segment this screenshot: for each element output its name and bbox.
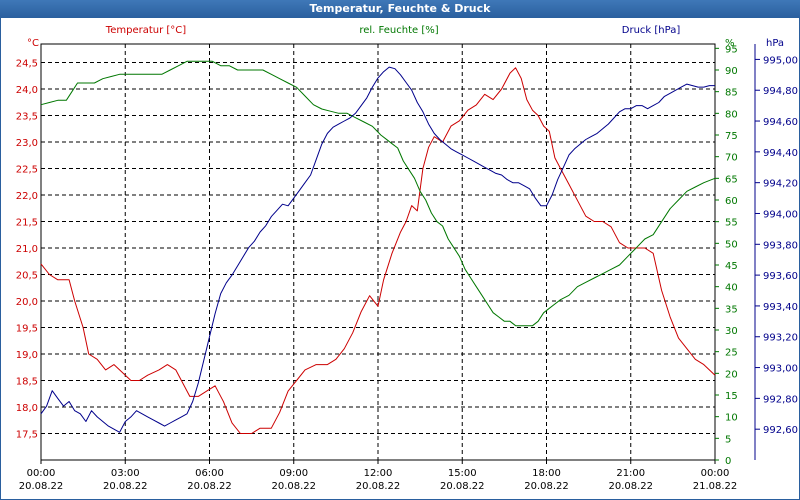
humidity-tick-label: 45	[725, 261, 738, 272]
x-tick-label-date: 20.08.22	[440, 481, 485, 492]
humidity-tick-label: 35	[725, 304, 738, 315]
humidity-tick-label: 5	[725, 434, 731, 445]
x-tick-label-date: 20.08.22	[271, 481, 316, 492]
temperature-tick-label: 22,5	[16, 165, 38, 176]
chart-plot-svg: 00:00 20.08.22 03:00 20.08.22 06:00 20.08.22 0…	[16, 25, 798, 492]
pressure-tick-label: 993,60	[763, 271, 798, 282]
temperature-tick-label: 21,5	[16, 218, 38, 229]
x-tick-label-date: 21.08.22	[693, 481, 738, 492]
window-title: Temperatur, Feuchte & Druck	[0, 0, 800, 18]
humidity-tick-label: 65	[725, 174, 738, 185]
pressure-tick-label: 993,20	[763, 333, 798, 344]
humidity-tick-label: 10	[725, 413, 738, 424]
temperature-tick-label: 21,0	[16, 244, 38, 255]
x-tick-label-time: 21:00	[616, 468, 645, 479]
x-tick-label-date: 20.08.22	[356, 481, 401, 492]
series-lines	[40, 60, 716, 434]
temperature-tick-label: 24,0	[16, 85, 38, 96]
temperature-tick-label: 22,0	[16, 191, 38, 202]
x-tick-label-time: 06:00	[195, 468, 224, 479]
humidity-axis-title: rel. Feuchte [%]	[359, 25, 438, 36]
x-tick-label-time: 09:00	[279, 468, 308, 479]
humidity-tick-label: 15	[725, 391, 738, 402]
humidity-tick-label: 25	[725, 348, 738, 359]
humidity-tick-label: 85	[725, 88, 738, 99]
temperature-unit: °C	[27, 38, 39, 49]
humidity-tick-label: 75	[725, 131, 738, 142]
humidity-unit: %	[725, 38, 735, 49]
x-tick-label-time: 18:00	[532, 468, 561, 479]
x-tick-label-date: 20.08.22	[608, 481, 653, 492]
pressure-tick-label: 995,00	[763, 55, 798, 66]
x-tick-label-date: 20.08.22	[19, 481, 64, 492]
temperature-tick-label: 24,5	[16, 59, 38, 70]
x-tick-label-date: 20.08.22	[187, 481, 232, 492]
pressure-tick-label: 993,00	[763, 364, 798, 375]
humidity-tick-label: 90	[725, 66, 738, 77]
pressure-tick-label: 994,20	[763, 179, 798, 190]
pressure-tick-label: 992,80	[763, 394, 798, 405]
temperature-series-line	[40, 67, 716, 434]
temperature-tick-label: 18,5	[16, 377, 38, 388]
humidity-tick-label: 20	[725, 369, 738, 380]
pressure-series-line	[40, 66, 715, 433]
temperature-tick-label: 18,0	[16, 403, 38, 414]
pressure-tick-label: 992,60	[763, 425, 798, 436]
pressure-tick-label: 993,80	[763, 240, 798, 251]
humidity-tick-label: 70	[725, 153, 738, 164]
chart-frame: 00:00 20.08.22 03:00 20.08.22 06:00 20.08.22 0…	[0, 18, 800, 500]
temperature-tick-label: 19,5	[16, 324, 38, 335]
temperature-tick-label: 23,5	[16, 112, 38, 123]
pressure-tick-label: 994,00	[763, 209, 798, 220]
humidity-tick-label: 55	[725, 218, 738, 229]
humidity-tick-label: 60	[725, 196, 738, 207]
humidity-tick-label: 40	[725, 283, 738, 294]
x-tick-label-time: 15:00	[448, 468, 477, 479]
temperature-axis-title: Temperatur [°C]	[105, 25, 186, 36]
x-tick-label-date: 20.08.22	[524, 481, 569, 492]
pressure-unit: hPa	[766, 38, 784, 49]
temperature-tick-label: 20,5	[16, 271, 38, 282]
humidity-tick-label: 80	[725, 109, 738, 120]
humidity-tick-label: 0	[725, 456, 731, 467]
pressure-tick-label: 994,60	[763, 117, 798, 128]
x-tick-label-time: 00:00	[701, 468, 730, 479]
pressure-tick-label: 993,40	[763, 302, 798, 313]
temperature-tick-label: 23,0	[16, 138, 38, 149]
x-tick-label-time: 03:00	[111, 468, 140, 479]
x-tick-label-time: 00:00	[27, 468, 56, 479]
x-tick-label-time: 12:00	[364, 468, 393, 479]
humidity-tick-label: 95	[725, 44, 738, 55]
x-tick-label-date: 20.08.22	[103, 481, 148, 492]
pressure-tick-label: 994,40	[763, 148, 798, 159]
temperature-tick-label: 20,0	[16, 297, 38, 308]
pressure-axis-title: Druck [hPa]	[622, 25, 681, 36]
temperature-tick-label: 19,0	[16, 350, 38, 361]
temperature-tick-label: 17,5	[16, 430, 38, 441]
humidity-tick-label: 50	[725, 239, 738, 250]
humidity-tick-label: 30	[725, 326, 738, 337]
pressure-tick-label: 994,80	[763, 86, 798, 97]
axes: 00:00 20.08.22 03:00 20.08.22 06:00 20.08.22 0…	[16, 44, 798, 492]
humidity-series-line	[40, 60, 716, 327]
